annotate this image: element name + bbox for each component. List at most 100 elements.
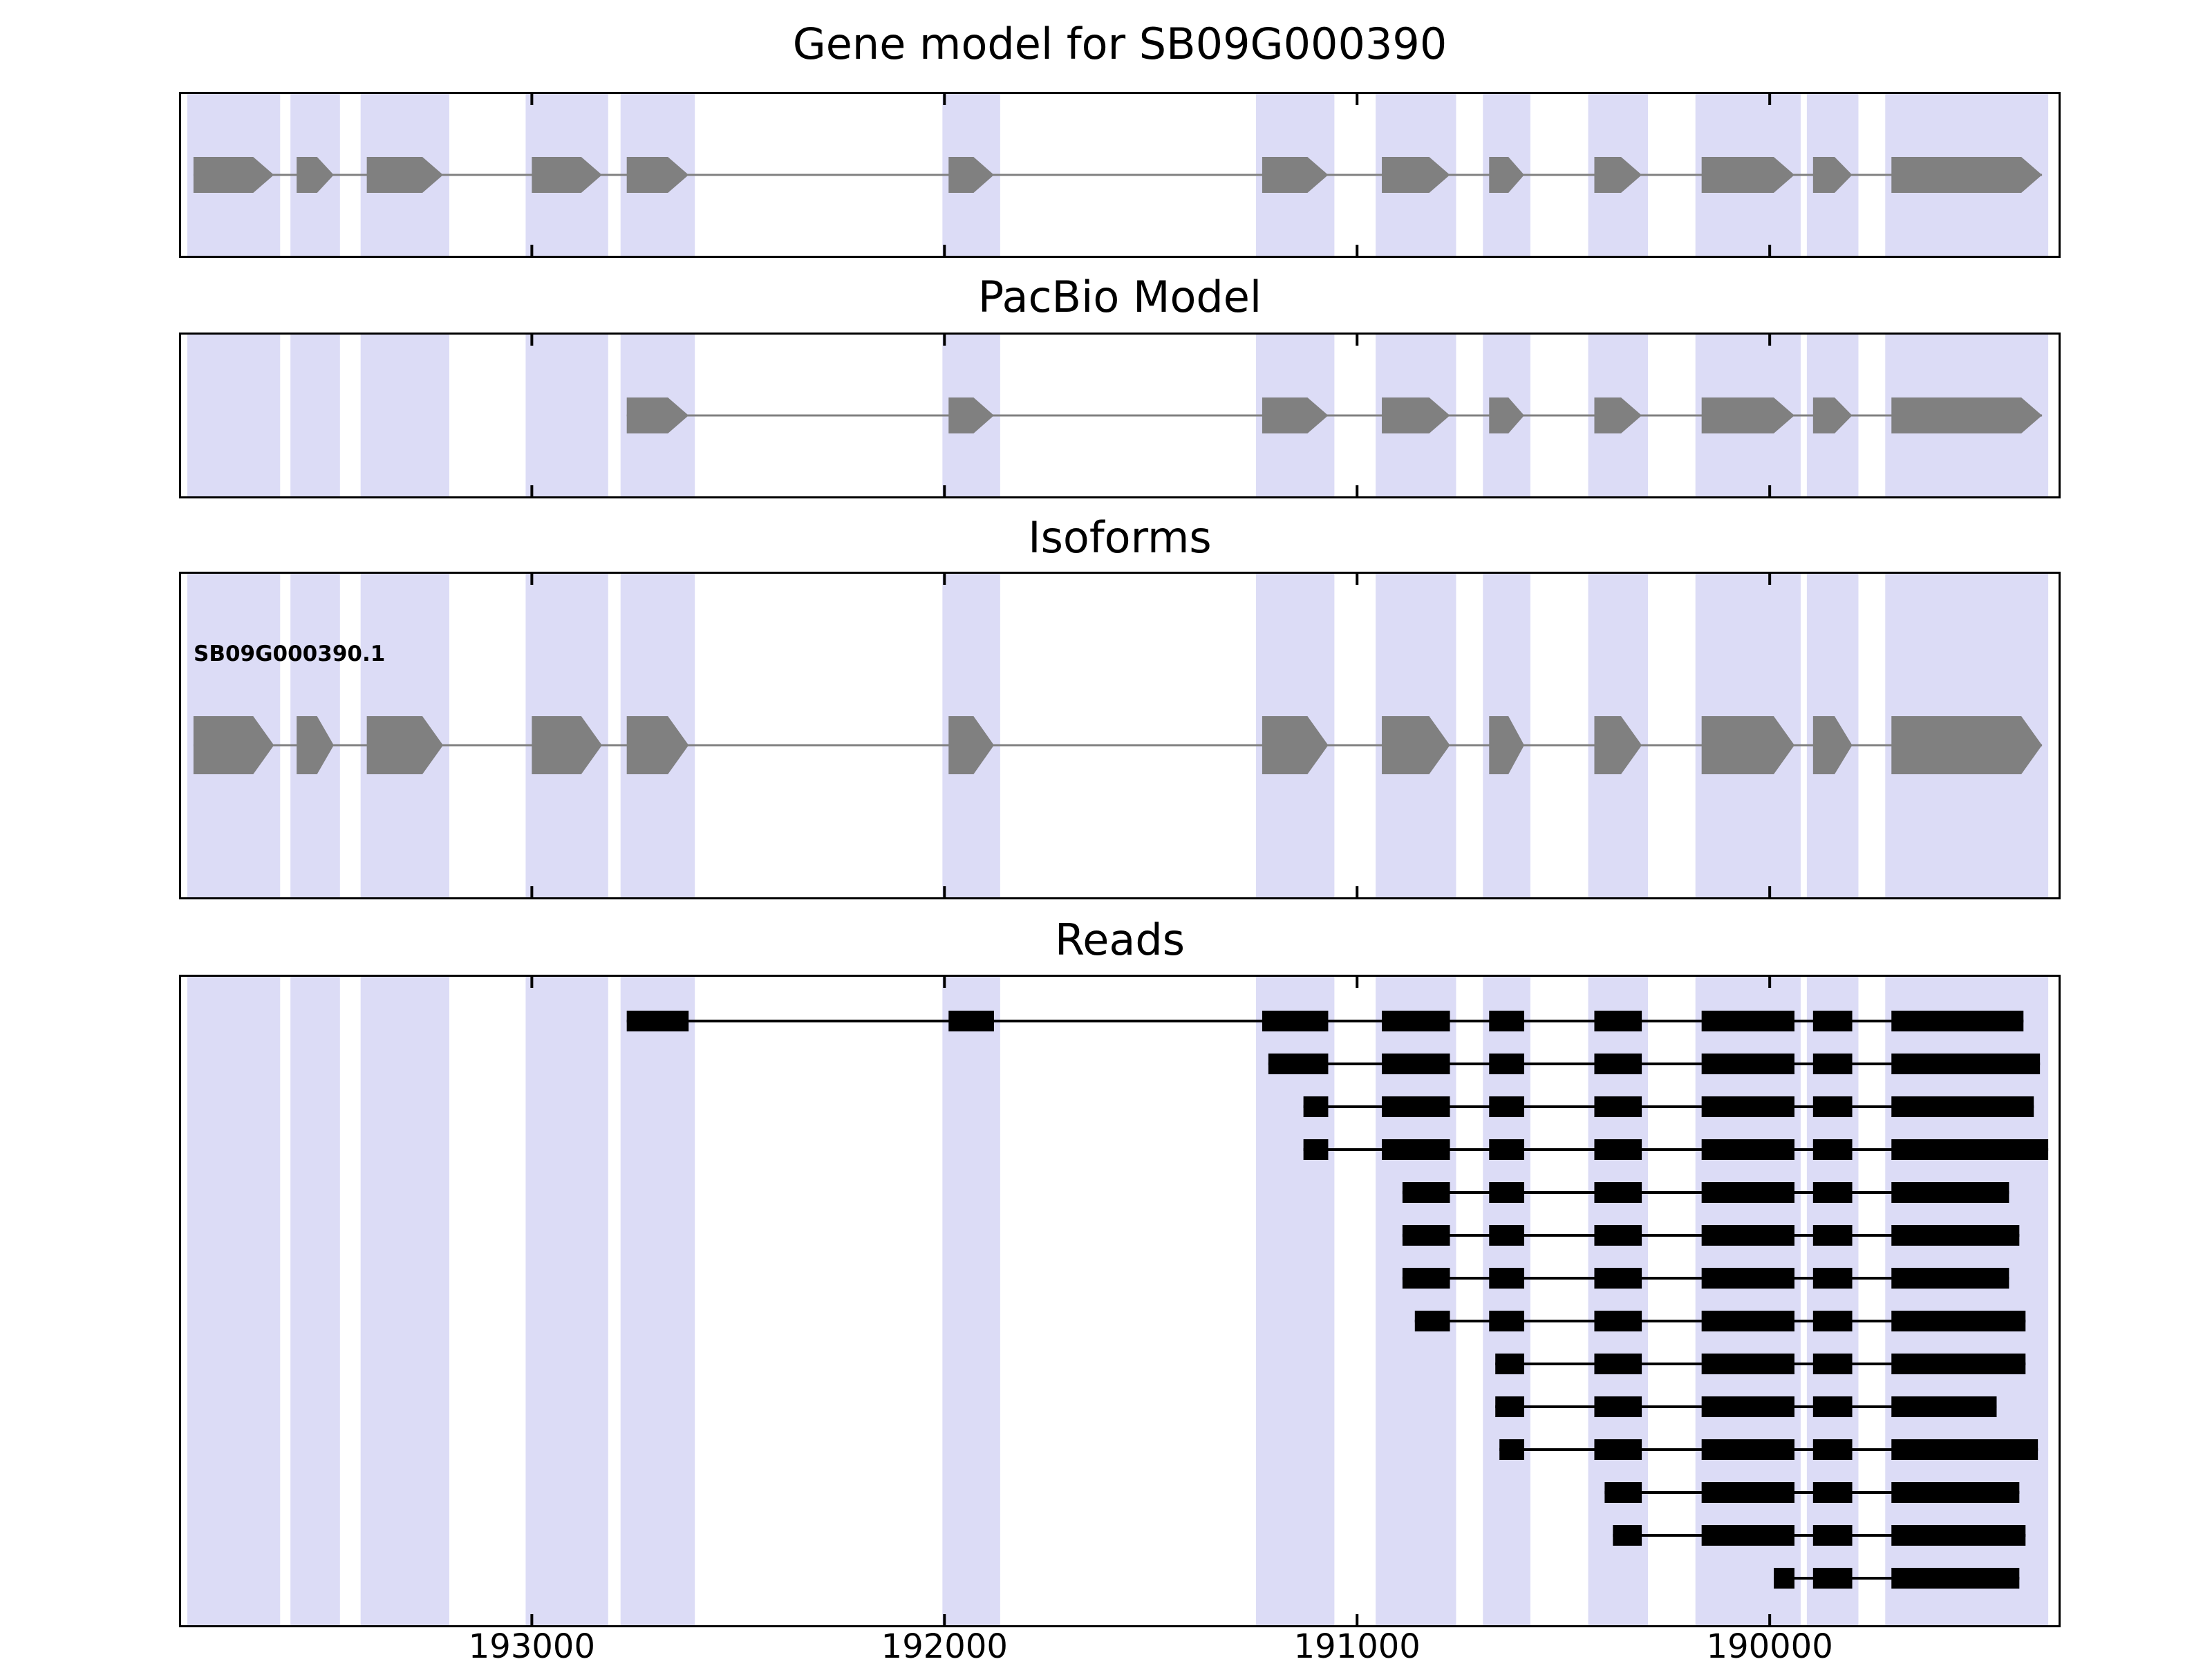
read-block xyxy=(1489,1311,1524,1331)
read-block xyxy=(1891,1439,2038,1460)
exon-shape xyxy=(1489,397,1524,433)
highlight-stripe xyxy=(1885,977,2049,1625)
gene-model-title: Gene model for SB09G000390 xyxy=(792,19,1447,69)
read-block xyxy=(1594,1054,1642,1074)
read-block xyxy=(1402,1225,1450,1246)
exon-shape xyxy=(1594,716,1642,775)
read-block xyxy=(1774,1568,1794,1589)
exon-shape xyxy=(1262,397,1329,433)
read-block xyxy=(1489,1139,1524,1160)
highlight-stripe xyxy=(1695,977,1801,1625)
highlight-stripe xyxy=(360,977,449,1625)
exon-shape xyxy=(1701,397,1794,433)
highlight-stripe xyxy=(1806,977,1859,1625)
read-block xyxy=(1594,1311,1642,1331)
read-block xyxy=(1489,1268,1524,1289)
highlight-stripe xyxy=(525,977,608,1625)
exon-shape xyxy=(532,716,602,775)
read-block xyxy=(1812,1225,1853,1246)
isoforms-title: Isoforms xyxy=(1028,512,1212,563)
exon-shape xyxy=(626,397,689,433)
read-block xyxy=(1701,1354,1794,1374)
exon-shape xyxy=(532,157,602,193)
read-block xyxy=(1701,1139,1794,1160)
read-block xyxy=(1701,1525,1794,1546)
read-block xyxy=(1402,1182,1450,1203)
highlight-stripe xyxy=(1376,977,1456,1625)
exon-shape xyxy=(366,716,444,775)
exon-shape xyxy=(1262,716,1329,775)
read-block xyxy=(1594,1182,1642,1203)
isoform-name-label: SB09G000390.1 xyxy=(194,642,386,666)
read-block xyxy=(1268,1054,1329,1074)
read-block xyxy=(1701,1096,1794,1117)
read-block xyxy=(1891,1311,2026,1331)
read-block xyxy=(1303,1139,1329,1160)
highlight-stripe xyxy=(187,335,281,496)
isoforms-panel xyxy=(179,572,2061,899)
read-block xyxy=(1594,1139,1642,1160)
read-block xyxy=(1262,1011,1329,1031)
highlight-stripe xyxy=(942,977,1000,1625)
highlight-stripe xyxy=(525,335,608,496)
highlight-stripe xyxy=(1255,977,1335,1625)
pacbio-model-track-svg xyxy=(187,335,2049,496)
read-block xyxy=(1891,1396,1997,1417)
read-block xyxy=(1701,1396,1794,1417)
highlight-stripe xyxy=(187,977,281,1625)
read-block xyxy=(1489,1096,1524,1117)
exon-shape xyxy=(193,157,274,193)
read-block xyxy=(1891,1568,2020,1589)
read-block xyxy=(1495,1396,1524,1417)
exon-shape xyxy=(948,397,994,433)
read-block xyxy=(1489,1225,1524,1246)
read-block xyxy=(1414,1311,1450,1331)
reads-panel xyxy=(179,975,2061,1627)
read-block xyxy=(1613,1525,1642,1546)
read-block xyxy=(1812,1182,1853,1203)
read-block xyxy=(1812,1054,1853,1074)
read-block xyxy=(1382,1011,1450,1031)
highlight-stripe xyxy=(1588,977,1649,1625)
exon-shape xyxy=(193,716,274,775)
read-block xyxy=(1812,1568,1853,1589)
read-block xyxy=(1812,1439,1853,1460)
isoforms-track-svg xyxy=(187,574,2049,897)
exon-shape xyxy=(1701,157,1794,193)
reads-title: Reads xyxy=(1054,915,1185,965)
read-block xyxy=(1812,1311,1853,1331)
exon-shape xyxy=(297,716,334,775)
exon-shape xyxy=(1812,397,1853,433)
read-block xyxy=(1495,1354,1524,1374)
read-block xyxy=(1382,1096,1450,1117)
read-block xyxy=(1701,1054,1794,1074)
read-block xyxy=(1594,1096,1642,1117)
read-block xyxy=(1594,1396,1642,1417)
read-block xyxy=(1812,1396,1853,1417)
exon-shape xyxy=(1812,716,1853,775)
x-tick-label: 193000 xyxy=(468,1627,595,1666)
highlight-stripe xyxy=(290,335,340,496)
read-block xyxy=(1812,1525,1853,1546)
exon-shape xyxy=(626,157,689,193)
read-block xyxy=(1594,1354,1642,1374)
read-block xyxy=(1499,1439,1524,1460)
read-block xyxy=(1382,1139,1450,1160)
x-tick-label: 191000 xyxy=(1293,1627,1421,1666)
read-block xyxy=(1891,1268,2009,1289)
read-block xyxy=(1891,1096,2034,1117)
read-block xyxy=(1812,1011,1853,1031)
read-block xyxy=(1594,1439,1642,1460)
exon-shape xyxy=(1382,157,1450,193)
exon-shape xyxy=(1489,157,1524,193)
read-block xyxy=(1594,1268,1642,1289)
exon-shape xyxy=(366,157,444,193)
exon-shape xyxy=(1262,157,1329,193)
read-block xyxy=(1891,1139,2049,1160)
gene-model-panel xyxy=(179,92,2061,258)
read-block xyxy=(1891,1482,2020,1503)
exon-shape xyxy=(626,716,689,775)
read-block xyxy=(1382,1054,1450,1074)
exon-shape xyxy=(1891,397,2043,433)
